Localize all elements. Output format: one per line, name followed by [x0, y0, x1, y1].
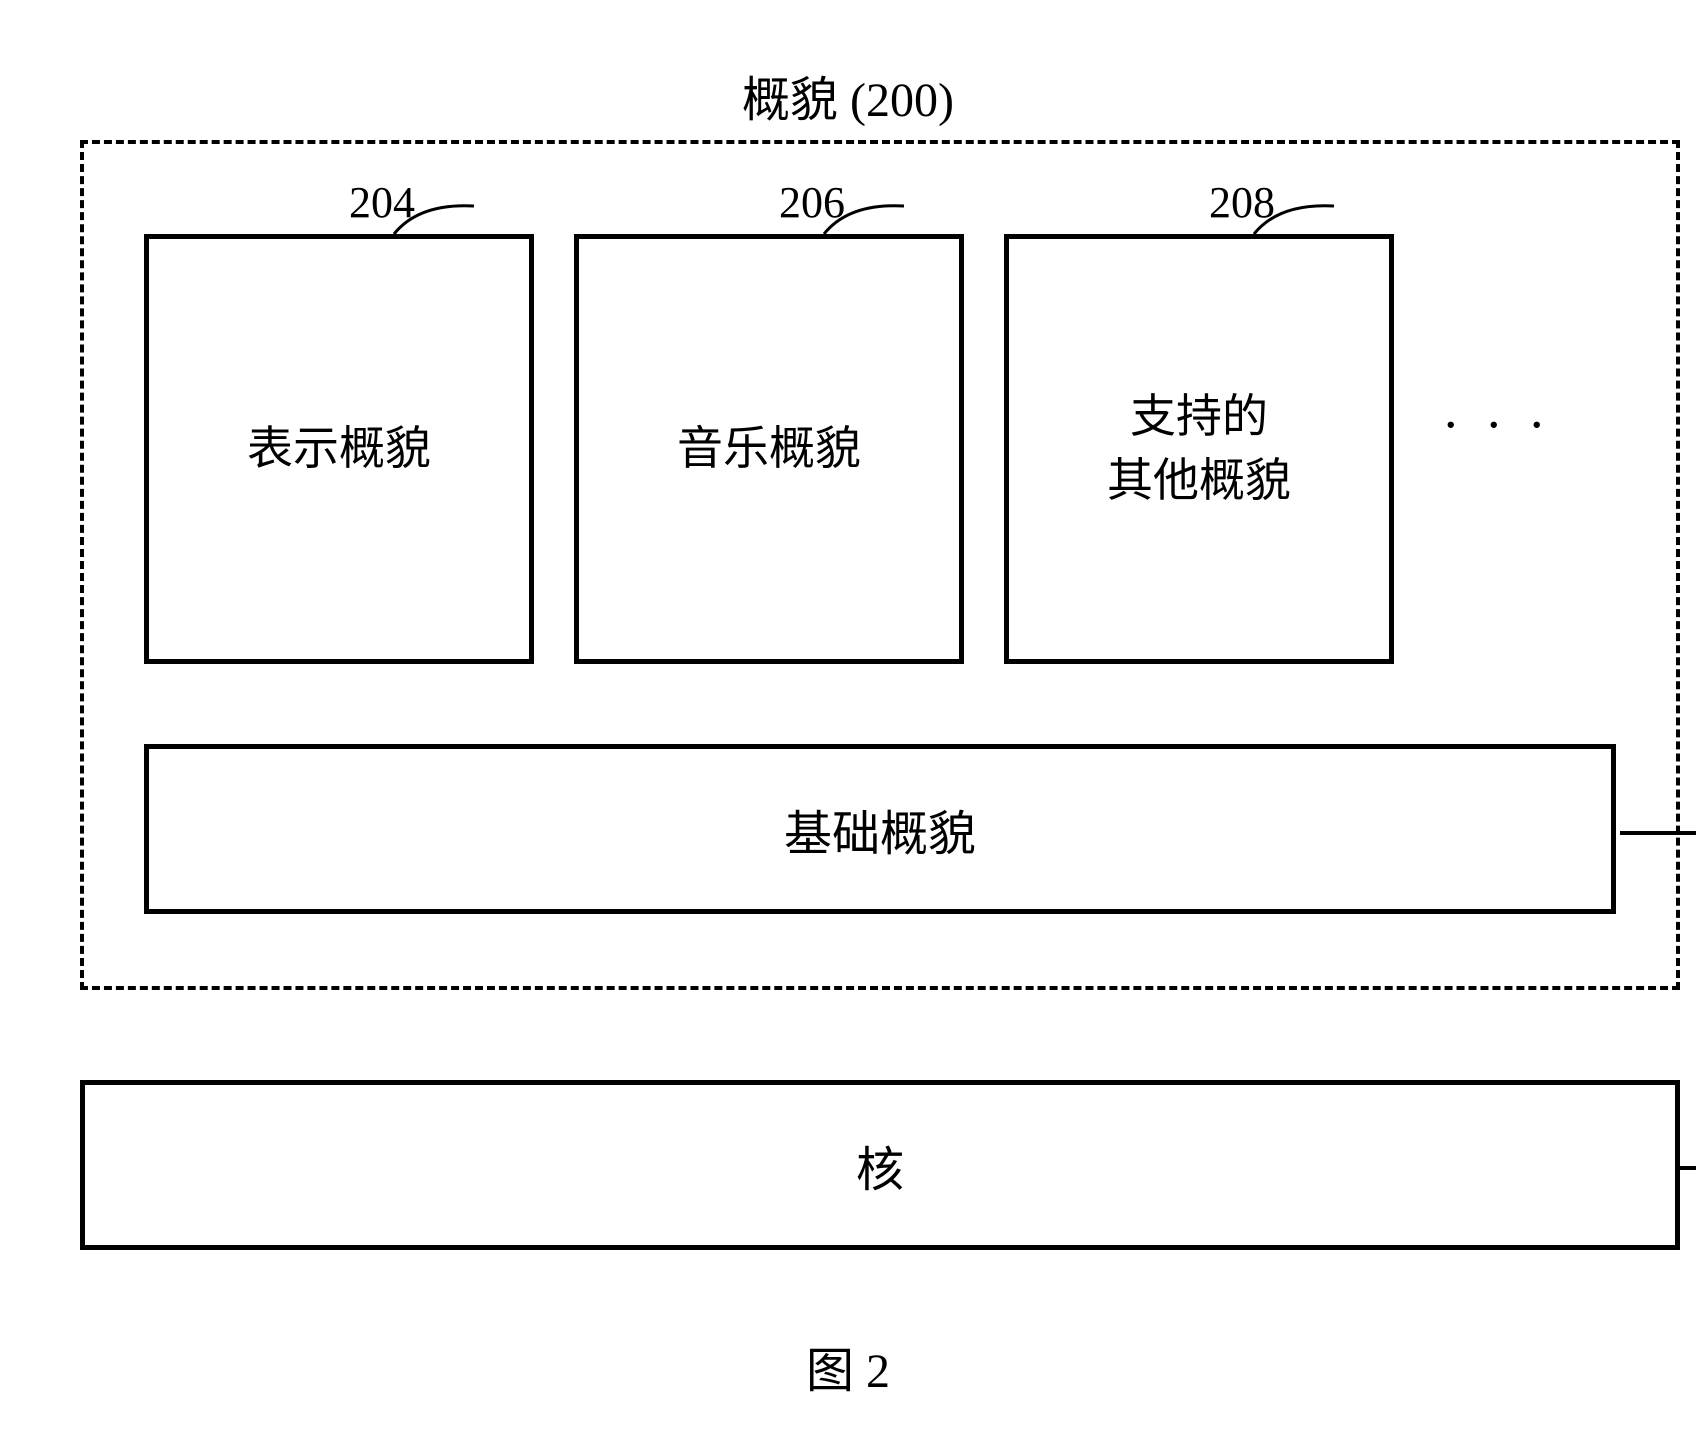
ref-curve-icon	[389, 201, 479, 239]
diagram-title: 概貌 (200)	[742, 60, 954, 130]
profile-box-display-label: 表示概貌	[227, 397, 451, 501]
ref-line-icon	[1620, 830, 1696, 836]
figure-label: 图 2	[806, 1331, 890, 1401]
core-box-label: 核	[856, 1130, 904, 1200]
diagram-canvas: 概貌 (200) 204 表示概貌 206 音乐概貌 208	[40, 40, 1656, 1411]
base-profile-box: 基础概貌	[144, 744, 1616, 914]
profile-box-other: 208 支持的 其他概貌	[1004, 234, 1394, 664]
ellipsis-icon: . . .	[1434, 194, 1552, 624]
profile-box-music-label: 音乐概貌	[657, 397, 881, 501]
ref-curve-icon	[819, 201, 909, 239]
ref-line-icon	[1680, 1165, 1696, 1171]
profile-box-display: 204 表示概貌	[144, 234, 534, 664]
base-profile-label: 基础概貌	[784, 794, 976, 864]
profile-box-other-label: 支持的 其他概貌	[1087, 365, 1311, 534]
top-profiles-row: 204 表示概貌 206 音乐概貌 208 支持的 其他概	[144, 194, 1616, 674]
profile-box-music: 206 音乐概貌	[574, 234, 964, 664]
ref-curve-icon	[1249, 201, 1339, 239]
profiles-dashed-container: 204 表示概貌 206 音乐概貌 208 支持的 其他概	[80, 140, 1680, 990]
core-box: 核	[80, 1080, 1680, 1250]
